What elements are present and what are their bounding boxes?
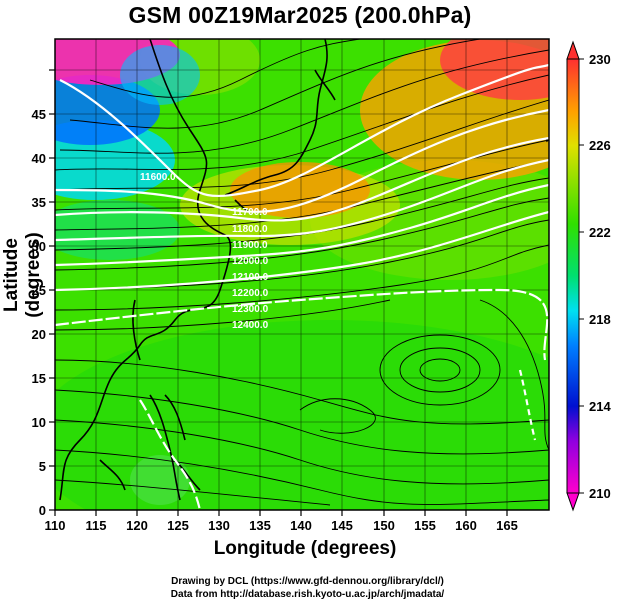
x-tick-label: 155 <box>414 518 436 533</box>
contour-label: 11700.0 <box>232 207 268 218</box>
y-tick-label: 15 <box>32 371 46 386</box>
y-tick-label: 25 <box>32 283 46 298</box>
y-tick-label: 30 <box>32 239 46 254</box>
x-tick-label: 130 <box>208 518 230 533</box>
colorbar-tick-label: 218 <box>589 312 611 327</box>
wind-streamlines <box>55 39 549 506</box>
chart-title: GSM 00Z19Mar2025 (200.0hPa) <box>128 2 472 28</box>
x-tick-label: 115 <box>86 518 107 533</box>
x-tick-label: 160 <box>455 518 477 533</box>
colorbar-tick-label: 230 <box>589 52 611 67</box>
x-tick-label: 110 <box>45 518 66 533</box>
y-axis-label: Latitude (degrees) <box>1 232 44 318</box>
x-tick-label: 150 <box>373 518 395 533</box>
temperature-field <box>55 39 549 510</box>
colorbar-tick-label: 214 <box>589 399 611 414</box>
colorbar: 230 226 222 218 214 210 <box>566 40 611 512</box>
colorbar-bottom-arrow <box>566 492 580 512</box>
colorbar-tick-label: 226 <box>589 138 611 153</box>
axis-ticks <box>49 69 508 516</box>
y-tick-label: 5 <box>39 459 46 474</box>
y-tick-label: 40 <box>32 151 46 166</box>
y-tick-labels: 0 5 10 15 20 25 30 35 40 45 <box>32 107 46 518</box>
contour-label: 12000.0 <box>232 256 269 267</box>
contour-label: 12200.0 <box>232 288 269 299</box>
x-tick-label: 165 <box>496 518 518 533</box>
colorbar-top-arrow <box>566 40 580 60</box>
contour-label: 12400.0 <box>232 320 269 331</box>
y-tick-label: 10 <box>32 415 46 430</box>
credit-drawing: Drawing by DCL (https://www.gfd-dennou.o… <box>171 576 444 587</box>
y-tick-label: 45 <box>32 107 46 122</box>
x-tick-labels: 110 115 120 125 130 135 140 145 150 155 … <box>45 518 518 533</box>
colorbar-tick-label: 210 <box>589 486 611 501</box>
contour-labels: 11600.0 11700.0 11800.0 11900.0 12000.0 … <box>140 172 269 331</box>
y-tick-label: 0 <box>39 503 46 518</box>
y-tick-label: 20 <box>32 327 46 342</box>
contour-label: 11900.0 <box>232 240 268 251</box>
credit-data: Data from http://database.rish.kyoto-u.a… <box>170 589 445 600</box>
height-contours <box>55 63 549 510</box>
contour-label: 12300.0 <box>232 304 269 315</box>
x-tick-label: 145 <box>331 518 353 533</box>
x-tick-label: 120 <box>126 518 148 533</box>
grid-lines <box>55 39 549 510</box>
contour-label: 11800.0 <box>232 224 268 235</box>
coastlines <box>59 39 336 501</box>
colorbar-tick-label: 222 <box>589 225 611 240</box>
x-tick-label: 140 <box>290 518 312 533</box>
plot-frame <box>54 38 550 511</box>
x-tick-label: 125 <box>167 518 189 533</box>
x-axis-label: Longitude (degrees) <box>213 538 397 559</box>
contour-label: 12100.0 <box>232 272 269 283</box>
contour-label: 11600.0 <box>140 172 176 183</box>
x-tick-label: 135 <box>249 518 271 533</box>
y-tick-label: 35 <box>32 195 46 210</box>
colorbar-gradient <box>566 58 580 494</box>
